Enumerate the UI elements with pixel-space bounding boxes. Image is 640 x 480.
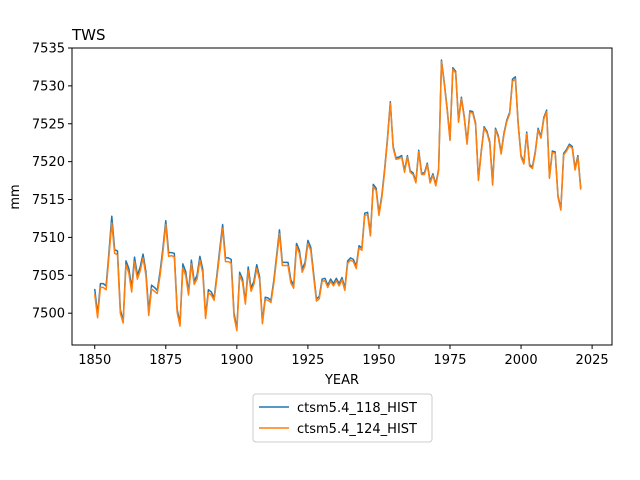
y-axis-label: mm xyxy=(8,184,23,209)
series-layer xyxy=(93,59,582,332)
x-tick-label: 2025 xyxy=(576,353,609,368)
x-tick-label: 1850 xyxy=(78,353,111,368)
y-tick-label: 7515 xyxy=(32,193,65,208)
x-axis-label: YEAR xyxy=(324,373,359,388)
y-tick-label: 7530 xyxy=(32,79,65,94)
plot-frame xyxy=(71,47,613,346)
series-line-ctsm5.4_124_HIST xyxy=(93,60,582,332)
chart-title: TWS xyxy=(71,26,106,44)
y-tick-label: 7520 xyxy=(32,155,65,170)
x-tick-label: 1875 xyxy=(149,353,182,368)
x-axis-ticks: 1850 1875 1900 1925 1950 1975 2000 2025 xyxy=(78,345,609,368)
y-tick-label: 7535 xyxy=(32,42,65,57)
y-axis-ticks: 7500 7505 7510 7515 7520 7525 7530 7535 xyxy=(32,42,72,322)
y-tick-label: 7505 xyxy=(32,269,65,284)
legend-label-ctsm5.4_124_HIST: ctsm5.4_124_HIST xyxy=(297,422,417,437)
x-tick-label: 2000 xyxy=(505,353,538,368)
x-tick-label: 1900 xyxy=(220,353,253,368)
series-line-ctsm5.4_118_HIST xyxy=(93,59,582,330)
legend-label-ctsm5.4_118_HIST: ctsm5.4_118_HIST xyxy=(297,401,417,416)
x-tick-label: 1925 xyxy=(291,353,324,368)
legend: ctsm5.4_118_HIST ctsm5.4_124_HIST xyxy=(252,393,433,443)
y-tick-label: 7525 xyxy=(32,117,65,132)
y-tick-label: 7500 xyxy=(32,307,65,322)
x-tick-label: 1975 xyxy=(433,353,466,368)
legend-box xyxy=(252,393,433,443)
x-tick-label: 1950 xyxy=(362,353,395,368)
y-tick-label: 7510 xyxy=(32,231,65,246)
